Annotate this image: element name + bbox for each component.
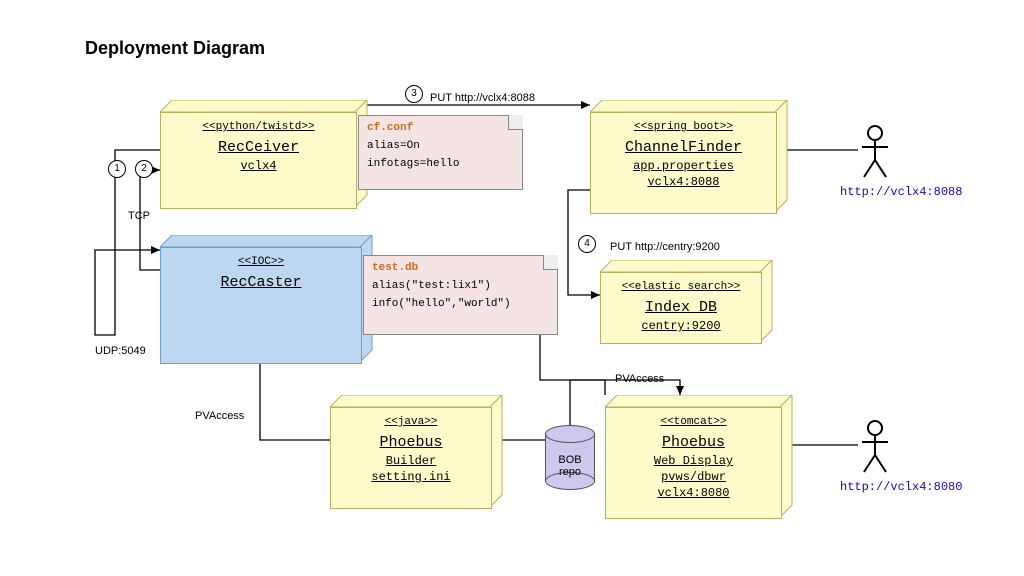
cylinder-bobrepo: BOB repo <box>545 425 595 490</box>
node-phoebus_builder: <<java>> Phoebus Builder setting.ini <box>330 395 502 507</box>
node-channelfinder-nsub: vclx4:8088 <box>591 175 776 189</box>
node-phoebus_web-nsub: Web Display <box>606 454 781 468</box>
node-phoebus_builder-nsub: setting.ini <box>331 470 491 484</box>
edge-label-udp: UDP:5049 <box>95 345 146 357</box>
node-recceiver: <<python/twistd>> RecCeiver vclx4 <box>160 100 367 207</box>
note-cfconf: cf.conf alias=On infotags=hello <box>358 115 523 190</box>
node-reccaster: <<IOC>> RecCaster <box>160 235 372 362</box>
node-phoebus_builder-nname: Phoebus <box>331 434 491 451</box>
edge-label-tcp: TCP <box>128 210 150 222</box>
node-recceiver-nsub: vclx4 <box>161 159 356 173</box>
step-circle-c2: 2 <box>135 160 153 178</box>
note-cfconf-l2: infotags=hello <box>367 158 514 170</box>
node-channelfinder-stereo: <<spring boot>> <box>591 121 776 133</box>
note-cfconf-fname: cf.conf <box>367 122 514 134</box>
node-phoebus_web-nsub: vclx4:8080 <box>606 486 781 500</box>
note-testdb-l1: alias("test:lix1") <box>372 280 549 292</box>
node-phoebus_builder-stereo: <<java>> <box>331 416 491 428</box>
node-indexdb: <<elastic search>> Index DB centry:9200 <box>600 260 772 342</box>
node-channelfinder: <<spring boot>> ChannelFinder app.properti… <box>590 100 787 212</box>
note-testdb: test.db alias("test:lix1") info("hello",… <box>363 255 558 335</box>
node-indexdb-nname: Index DB <box>601 299 761 316</box>
edge-label-put1: PUT http://vclx4:8088 <box>430 92 535 104</box>
step-circle-c3: 3 <box>405 85 423 103</box>
actor-a1 <box>860 125 890 180</box>
node-phoebus_web-stereo: <<tomcat>> <box>606 416 781 428</box>
note-testdb-fname: test.db <box>372 262 549 274</box>
step-circle-c1: 1 <box>108 160 126 178</box>
edge-label-pva1: PVAccess <box>195 410 244 422</box>
node-recceiver-stereo: <<python/twistd>> <box>161 121 356 133</box>
cyl-l1: BOB <box>558 454 581 466</box>
node-indexdb-stereo: <<elastic search>> <box>601 281 761 293</box>
node-channelfinder-nname: ChannelFinder <box>591 139 776 156</box>
edge-label-put2: PUT http://centry:9200 <box>610 241 720 253</box>
actor-a2 <box>860 420 890 475</box>
edge-label-pva2: PVAccess <box>615 373 664 385</box>
node-phoebus_web-nsub: pvws/dbwr <box>606 470 781 484</box>
url-u2: http://vclx4:8080 <box>840 480 962 494</box>
node-reccaster-stereo: <<IOC>> <box>161 256 361 268</box>
cyl-l2: repo <box>559 466 581 478</box>
node-indexdb-nsub: centry:9200 <box>601 319 761 333</box>
step-circle-c4: 4 <box>578 235 596 253</box>
node-recceiver-nname: RecCeiver <box>161 139 356 156</box>
node-reccaster-nname: RecCaster <box>161 274 361 291</box>
node-phoebus_builder-nsub: Builder <box>331 454 491 468</box>
node-channelfinder-nsub: app.properties <box>591 159 776 173</box>
note-cfconf-l1: alias=On <box>367 140 514 152</box>
node-phoebus_web-nname: Phoebus <box>606 434 781 451</box>
node-phoebus_web: <<tomcat>> Phoebus Web Display pvws/dbwr vcl… <box>605 395 792 517</box>
note-testdb-l2: info("hello","world") <box>372 298 549 310</box>
page-title: Deployment Diagram <box>85 38 265 59</box>
url-u1: http://vclx4:8088 <box>840 185 962 199</box>
